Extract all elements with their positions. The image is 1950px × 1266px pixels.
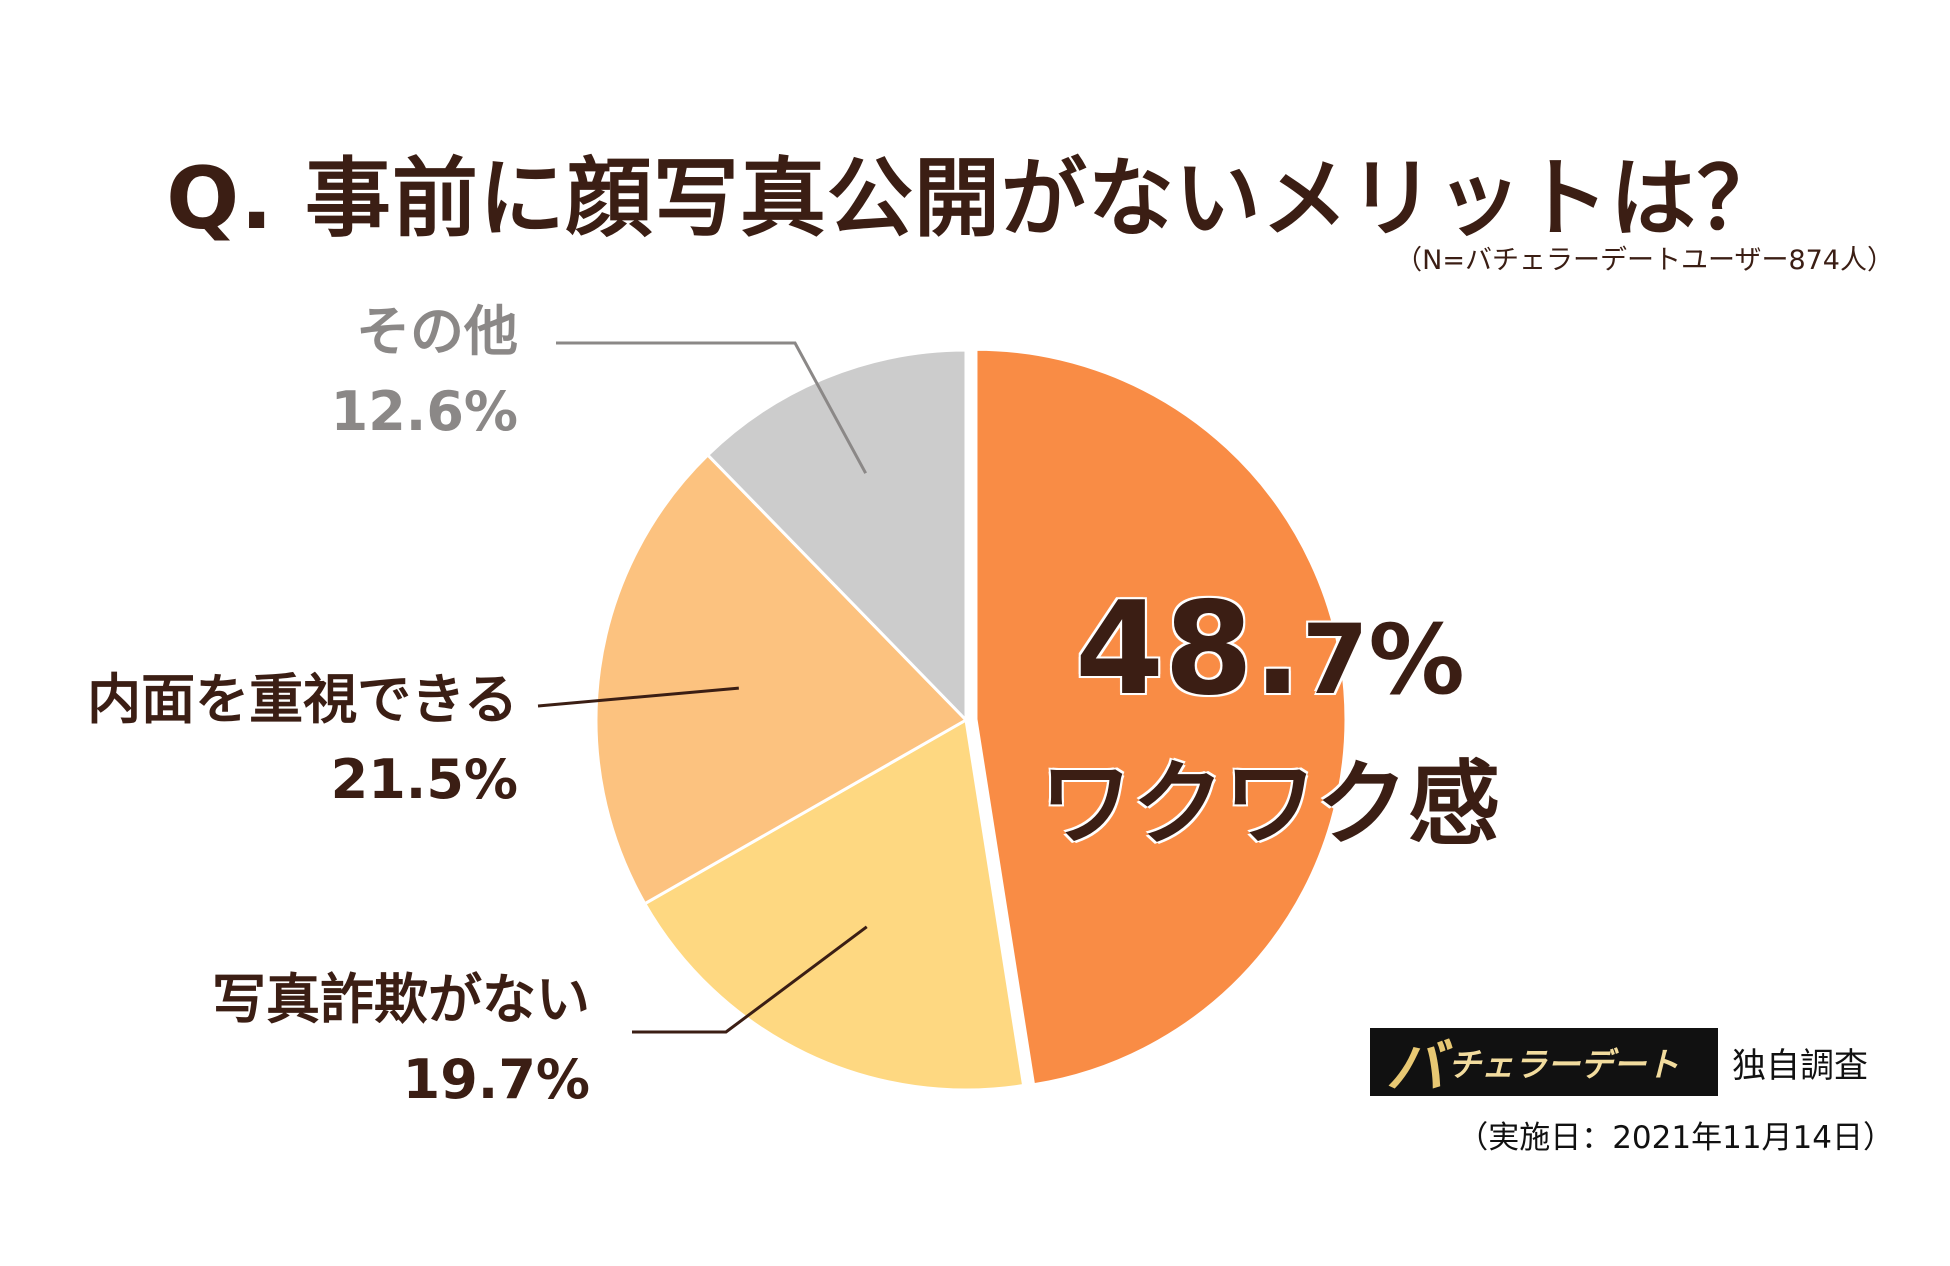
label-inner-name: 内面を重視できる — [87, 668, 518, 731]
chart-subtitle: （N=バチェラーデートユーザー874人） — [1395, 245, 1894, 276]
slice-photo-fraud — [642, 717, 1026, 1092]
leader-other — [556, 341, 867, 474]
brand-block: バチェラーデート 独自調査 — [1370, 1028, 1868, 1101]
brand-logo-rest: チェラーデート — [1448, 1045, 1680, 1084]
label-excitement-pct-int: 48. — [1075, 575, 1302, 724]
label-other-name: その他 — [356, 300, 518, 363]
label-other-pct: 12.6% — [330, 380, 518, 443]
slice-other — [705, 348, 968, 724]
label-photo-fraud-name: 写真詐欺がない — [212, 968, 590, 1031]
leader-photo-fraud — [632, 925, 868, 1034]
brand-logo-initial: バ — [1386, 1033, 1445, 1101]
label-excitement-pct-dec: 7% — [1301, 604, 1465, 716]
label-inner: 内面を重視できる 21.5% — [87, 660, 518, 820]
chart-title: Q. 事前に顔写真公開がないメリットは？ — [166, 149, 1784, 249]
label-inner-pct: 21.5% — [330, 748, 518, 811]
survey-date: （実施日：2021年11月14日） — [1457, 1120, 1894, 1156]
brand-tag: 独自調査 — [1732, 1045, 1868, 1086]
slice-excitement — [974, 347, 1348, 1087]
brand-logo: バチェラーデート — [1370, 1028, 1718, 1101]
label-excitement-pct: 48.7% — [1075, 575, 1465, 724]
slice-inner — [594, 452, 969, 906]
label-excitement-name: ワクワク感 — [1040, 751, 1501, 858]
leader-inner — [537, 686, 739, 708]
label-photo-fraud-pct: 19.7% — [402, 1048, 590, 1111]
label-other: その他 12.6% — [331, 292, 518, 452]
label-photo-fraud: 写真詐欺がない 19.7% — [212, 960, 590, 1120]
